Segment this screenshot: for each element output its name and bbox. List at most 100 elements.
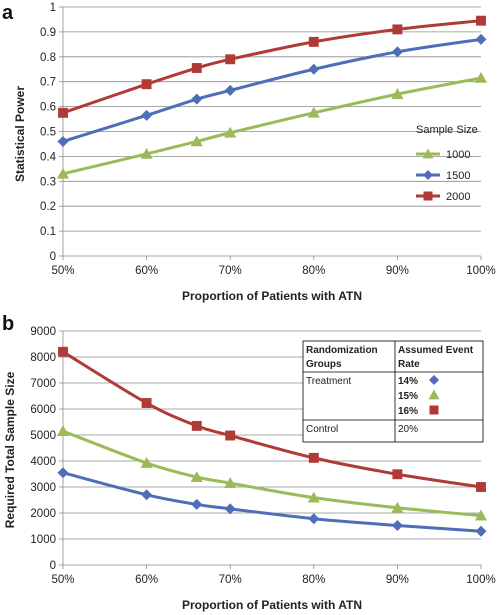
power-data-point xyxy=(58,107,68,118)
sample-size-data-point xyxy=(391,519,403,531)
sample-size-data-point xyxy=(190,471,203,482)
power-y-tick-label: 0.4 xyxy=(40,151,57,163)
sample-size-data-point xyxy=(475,525,487,537)
power-y-tick-label: 1 xyxy=(50,2,56,14)
sample-size-data-point xyxy=(225,430,236,441)
sample-size-data-point xyxy=(141,489,153,501)
sample-size-data-point xyxy=(308,513,320,525)
power-x-tick-label: 70% xyxy=(219,265,242,277)
power-x-tick-label: 50% xyxy=(51,265,74,277)
table-rate-marker xyxy=(429,405,439,415)
power-data-point xyxy=(141,109,153,121)
power-data-point xyxy=(475,33,487,45)
sample-size-series xyxy=(56,346,488,537)
legend-label: 2000 xyxy=(446,191,470,203)
sample-size-x-tick-labels: 50% 60% 70% 80% 90% 100% xyxy=(51,574,495,586)
power-y-tick-label: 0.1 xyxy=(40,226,56,238)
sample-size-data-point xyxy=(392,469,403,480)
power-data-point xyxy=(474,71,488,83)
power-x-tick-labels: 50% 60% 70% 80% 90% 100% xyxy=(51,265,495,277)
sample-size-data-point xyxy=(57,467,69,479)
power-data-point xyxy=(224,84,236,96)
sample-size-y-tick-label: 3000 xyxy=(30,482,56,494)
power-series xyxy=(56,15,488,179)
sample-size-data-point xyxy=(307,491,320,503)
sample-size-data-point xyxy=(191,498,203,510)
power-y-tick-label: 0 xyxy=(50,251,56,263)
sample-size-x-tick-label: 90% xyxy=(386,574,409,586)
power-y-tick-label: 0.9 xyxy=(40,27,56,39)
power-legend: Sample Size 1000 1500 2000 xyxy=(416,124,478,203)
power-data-point xyxy=(308,63,320,75)
sample-size-data-point xyxy=(474,509,488,521)
power-y-tick-label: 0.7 xyxy=(40,77,56,89)
legend-marker xyxy=(422,148,434,159)
power-x-axis-label: Proportion of Patients with ATN xyxy=(182,289,362,303)
power-x-tick-label: 60% xyxy=(135,265,158,277)
sample-size-y-tick-labels: 0 1000 2000 3000 4000 5000 6000 7000 8000 9000 xyxy=(30,326,56,572)
table-header-rate-line2: Rate xyxy=(398,359,420,370)
table-rate-2: 16% xyxy=(398,406,418,417)
power-gridlines xyxy=(59,6,482,260)
power-x-tick-label: 90% xyxy=(386,265,409,277)
power-data-point xyxy=(308,36,319,47)
legend-title: Sample Size xyxy=(416,124,478,136)
panel-label-b: b xyxy=(2,313,14,335)
table-rate-marker xyxy=(428,389,440,400)
sample-size-x-tick-label: 60% xyxy=(135,574,158,586)
sample-size-y-tick-label: 7000 xyxy=(30,378,56,390)
legend-marker xyxy=(423,191,433,201)
table-header-groups-line1: Randomization xyxy=(306,345,378,356)
sample-size-x-tick-label: 80% xyxy=(302,574,325,586)
power-data-point xyxy=(191,93,203,105)
legend-table-frame xyxy=(302,340,484,443)
table-control-rate: 20% xyxy=(398,424,418,435)
legend-label: 1500 xyxy=(446,170,470,182)
sample-size-data-point xyxy=(476,482,486,492)
sample-size-data-point xyxy=(391,501,404,513)
sample-size-y-axis-label: Required Total Sample Size xyxy=(3,371,17,528)
power-data-point xyxy=(391,88,404,99)
table-rate-marker xyxy=(429,375,439,385)
sample-size-series-line-0 xyxy=(62,471,482,533)
power-data-point xyxy=(307,106,320,118)
sample-size-chart: b 0100020003000400050006000700080009000 … xyxy=(2,313,496,612)
power-data-point xyxy=(476,15,486,26)
power-data-point xyxy=(141,79,152,90)
sample-size-y-tick-label: 1000 xyxy=(30,534,56,546)
sample-size-data-point xyxy=(56,425,70,436)
power-data-point xyxy=(56,167,70,179)
legend-label: 1000 xyxy=(446,149,470,161)
power-x-tick-label: 100% xyxy=(466,265,495,277)
sample-size-y-tick-label: 9000 xyxy=(30,326,56,338)
power-chart: a 0 0.1 0.2 0.3 0.4 0.5 0.6 0.7 0.8 0.9 1 50% 60% 70… xyxy=(2,2,496,303)
panel-label-a: a xyxy=(2,2,14,24)
sample-size-x-tick-label: 70% xyxy=(219,574,242,586)
sample-size-y-tick-label: 8000 xyxy=(30,352,56,364)
table-rate-0: 14% xyxy=(398,376,418,387)
power-series-line-2 xyxy=(62,19,482,115)
legend-table: Randomization Groups Assumed Event Rate … xyxy=(302,340,484,443)
sample-size-x-axis-label: Proportion of Patients with ATN xyxy=(182,598,362,612)
power-data-point xyxy=(225,54,236,65)
sample-size-data-point xyxy=(140,457,153,468)
sample-size-y-tick-label: 4000 xyxy=(30,456,56,468)
sample-size-y-tick-label: 0 xyxy=(50,560,56,572)
sample-size-series-line-1 xyxy=(62,429,482,518)
power-data-point xyxy=(191,63,202,73)
sample-size-x-tick-label: 100% xyxy=(466,574,495,586)
sample-size-data-point xyxy=(224,503,236,515)
sample-size-data-point xyxy=(58,346,68,357)
sample-size-data-point xyxy=(141,398,152,408)
power-data-point xyxy=(190,135,203,147)
power-y-axis-label: Statistical Power xyxy=(13,86,27,182)
sample-size-data-point xyxy=(191,420,202,431)
sample-size-data-point xyxy=(308,452,319,463)
power-x-tick-label: 80% xyxy=(302,265,325,277)
table-header-rate-line1: Assumed Event xyxy=(398,345,474,356)
table-rate-1: 15% xyxy=(398,391,418,402)
power-y-tick-label: 0.8 xyxy=(40,52,56,64)
legend-marker xyxy=(423,170,433,180)
power-y-tick-label: 0.5 xyxy=(40,127,56,139)
